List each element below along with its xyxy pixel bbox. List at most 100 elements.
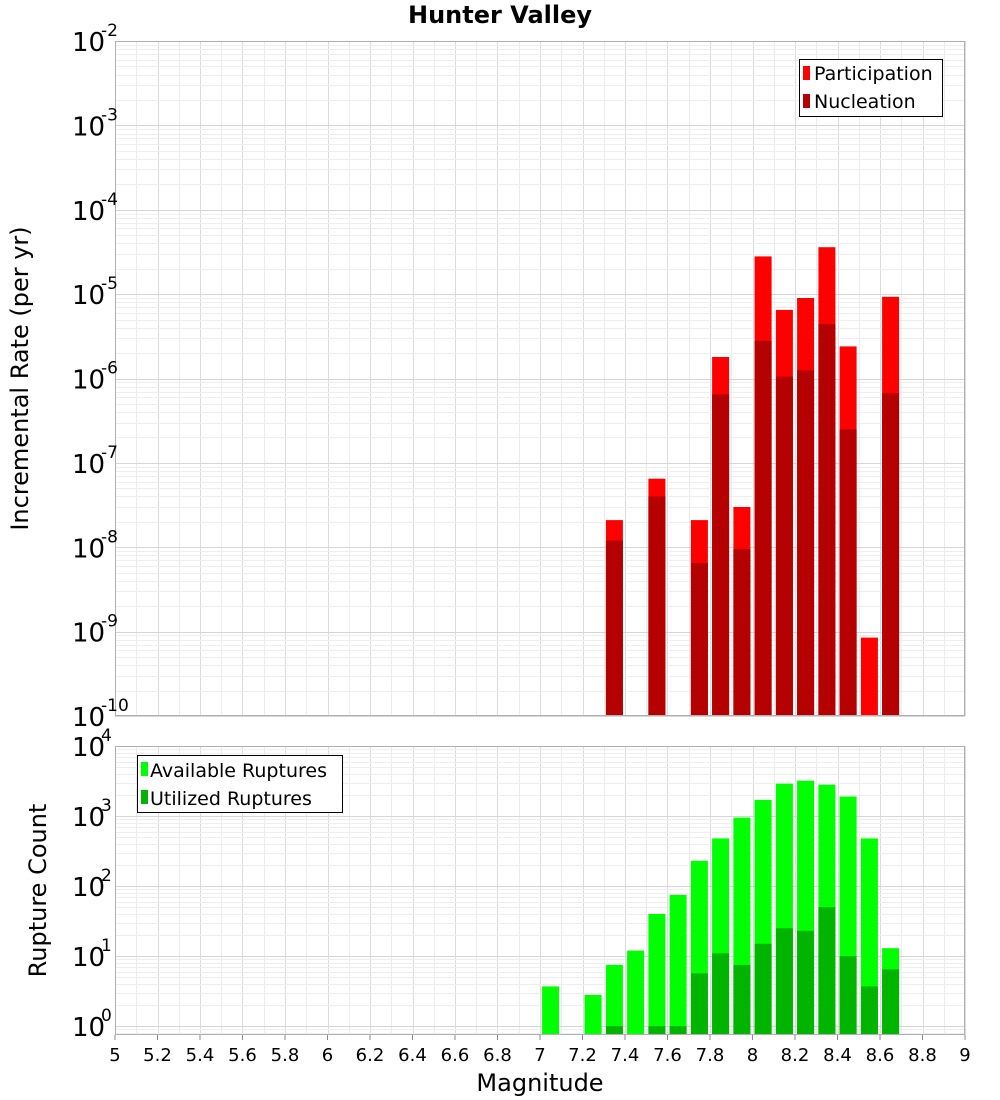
bar-nucleation <box>775 376 793 716</box>
y-tick-base: 10 <box>72 197 105 227</box>
bar-available-ruptures <box>648 914 666 1035</box>
y-tick-base: 10 <box>72 1013 105 1043</box>
count-plot-frame <box>115 746 965 1035</box>
bar-nucleation <box>818 324 836 716</box>
legend-swatch-participation <box>803 66 810 80</box>
y-tick-exponent: 3 <box>101 796 112 816</box>
legend-label-nucleation: Nucleation <box>814 91 916 113</box>
y-tick-exponent: -8 <box>101 527 118 547</box>
y-tick-exponent: -5 <box>101 274 118 294</box>
bar-utilized-ruptures <box>669 1026 687 1035</box>
legend-label-utilized-ruptures: Utilized Ruptures <box>150 788 312 810</box>
y-tick-exponent: -9 <box>101 612 118 632</box>
y-tick-label: 10-3 <box>72 105 118 142</box>
bar-available-ruptures <box>605 964 623 1035</box>
bar-available-ruptures <box>627 950 645 1035</box>
y-tick-label: 10-9 <box>72 612 118 649</box>
bar-participation <box>860 637 878 716</box>
bar-nucleation <box>797 370 815 716</box>
x-tick-label: 6.2 <box>356 1045 385 1066</box>
x-tick-label: 7.6 <box>653 1045 682 1066</box>
y-tick-exponent: -2 <box>101 21 118 41</box>
bar-available-ruptures <box>542 986 560 1035</box>
bar-utilized-ruptures <box>648 1026 666 1035</box>
y-tick-base: 10 <box>72 534 105 564</box>
y-tick-base: 10 <box>72 281 105 311</box>
bar-nucleation <box>754 340 772 716</box>
bar-utilized-ruptures <box>797 930 815 1035</box>
chart-title: Hunter Valley <box>408 1 592 29</box>
x-tick-label: 8 <box>747 1045 758 1066</box>
legend-swatch-utilized-ruptures <box>141 790 148 804</box>
y-tick-exponent: 0 <box>101 1006 112 1026</box>
bar-nucleation <box>690 563 708 716</box>
bar-utilized-ruptures <box>775 928 793 1035</box>
x-tick-label: 9 <box>959 1045 970 1066</box>
bar-utilized-ruptures <box>733 964 751 1035</box>
rate-plot-frame <box>115 41 965 716</box>
bar-available-ruptures <box>584 994 602 1035</box>
bar-nucleation <box>712 394 730 716</box>
legend-swatch-nucleation <box>803 94 810 108</box>
rate-y-axis-label: Incremental Rate (per yr) <box>6 226 34 530</box>
y-tick-exponent: -3 <box>101 105 118 125</box>
y-tick-label: 10-8 <box>72 527 118 564</box>
x-tick-label: 5.6 <box>228 1045 257 1066</box>
y-tick-base: 10 <box>72 873 105 903</box>
bar-utilized-ruptures <box>882 969 900 1035</box>
bar-utilized-ruptures <box>690 973 708 1035</box>
y-tick-label: 10-5 <box>72 274 118 311</box>
y-tick-label: 102 <box>72 866 112 903</box>
bar-available-ruptures <box>860 838 878 1035</box>
y-tick-exponent: -7 <box>101 443 118 463</box>
y-tick-exponent: 2 <box>101 866 112 886</box>
bar-utilized-ruptures <box>818 907 836 1035</box>
y-tick-label: 10-4 <box>72 190 118 227</box>
rate-bars <box>605 247 900 716</box>
y-tick-base: 10 <box>72 28 105 58</box>
x-tick-label: 6.4 <box>398 1045 427 1066</box>
y-tick-base: 10 <box>72 366 105 396</box>
x-tick-label: 7.2 <box>568 1045 597 1066</box>
x-tick-label: 5 <box>109 1045 120 1066</box>
bar-nucleation <box>605 540 623 716</box>
y-tick-label: 103 <box>72 796 112 833</box>
bar-utilized-ruptures <box>712 953 730 1035</box>
bar-nucleation <box>882 393 900 716</box>
x-tick-label: 6.6 <box>441 1045 470 1066</box>
y-tick-base: 10 <box>72 703 105 733</box>
x-tick-label: 6.8 <box>483 1045 512 1066</box>
y-tick-exponent: -4 <box>101 190 118 210</box>
bar-utilized-ruptures <box>860 986 878 1035</box>
count-legend: Available Ruptures Utilized Ruptures <box>137 755 343 813</box>
x-tick-label: 8.6 <box>866 1045 895 1066</box>
y-tick-exponent: -6 <box>101 359 118 379</box>
y-tick-base: 10 <box>72 112 105 142</box>
bar-utilized-ruptures <box>605 1026 623 1035</box>
x-ticks: 5 5.2 5.4 5.6 5.8 6 6.2 6.4 6.6 6.8 7 7.2 7.4 7.6 7.8 8… <box>109 1035 971 1066</box>
x-tick-label: 7.8 <box>696 1045 725 1066</box>
x-tick-label: 8.4 <box>823 1045 852 1066</box>
x-axis-label: Magnitude <box>476 1069 603 1097</box>
bar-utilized-ruptures <box>754 943 772 1035</box>
rate-legend: Participation Nucleation <box>799 59 943 117</box>
count-y-axis-label: Rupture Count <box>24 804 52 978</box>
y-tick-label: 10-6 <box>72 359 118 396</box>
count-legend-box <box>137 755 343 813</box>
y-tick-base: 10 <box>72 619 105 649</box>
rate-legend-box <box>799 59 943 117</box>
rate-grid <box>115 41 966 717</box>
legend-swatch-available-ruptures <box>141 762 148 776</box>
y-tick-label: 10-7 <box>72 443 118 480</box>
x-tick-label: 7.4 <box>611 1045 640 1066</box>
bar-utilized-ruptures <box>839 956 857 1035</box>
y-tick-label: 104 <box>72 726 112 763</box>
count-bars <box>542 780 900 1035</box>
x-tick-label: 8.2 <box>781 1045 810 1066</box>
y-tick-exponent: -10 <box>101 696 129 716</box>
y-tick-base: 10 <box>72 803 105 833</box>
legend-label-participation: Participation <box>814 63 933 85</box>
x-tick-label: 5.2 <box>143 1045 172 1066</box>
